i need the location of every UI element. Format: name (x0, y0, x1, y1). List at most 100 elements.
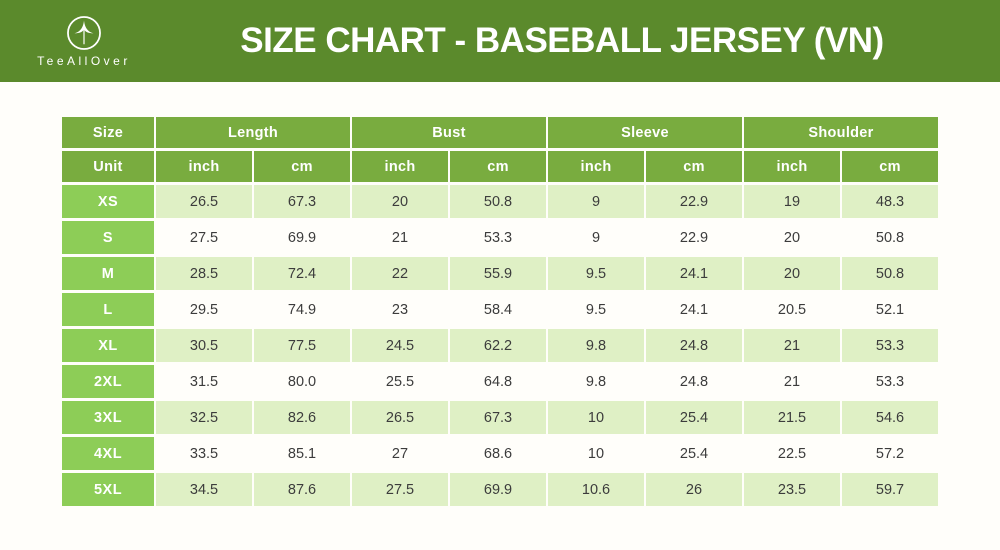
data-cell: 10.6 (548, 473, 644, 506)
data-cell: 50.8 (842, 257, 938, 290)
data-cell: 23.5 (744, 473, 840, 506)
data-cell: 25.5 (352, 365, 448, 398)
unit-cell: cm (450, 151, 546, 182)
data-cell: 34.5 (156, 473, 252, 506)
data-cell: 80.0 (254, 365, 350, 398)
unit-cell: inch (156, 151, 252, 182)
data-cell: 10 (548, 401, 644, 434)
data-cell: 53.3 (842, 329, 938, 362)
data-cell: 32.5 (156, 401, 252, 434)
size-row-2xl: 2XL 31.5 80.0 25.5 64.8 9.8 24.8 21 53.3 (62, 365, 938, 398)
data-cell: 68.6 (450, 437, 546, 470)
size-cell: XL (62, 329, 154, 362)
data-cell: 57.2 (842, 437, 938, 470)
data-cell: 20 (352, 185, 448, 218)
data-cell: 31.5 (156, 365, 252, 398)
data-cell: 9.8 (548, 329, 644, 362)
data-cell: 25.4 (646, 437, 742, 470)
size-row-xl: XL 30.5 77.5 24.5 62.2 9.8 24.8 21 53.3 (62, 329, 938, 362)
data-cell: 20 (744, 221, 840, 254)
data-cell: 62.2 (450, 329, 546, 362)
data-cell: 9 (548, 185, 644, 218)
data-cell: 23 (352, 293, 448, 326)
data-cell: 53.3 (842, 365, 938, 398)
data-cell: 26.5 (156, 185, 252, 218)
size-row-m: M 28.5 72.4 22 55.9 9.5 24.1 20 50.8 (62, 257, 938, 290)
data-cell: 22.9 (646, 185, 742, 218)
data-cell: 25.4 (646, 401, 742, 434)
data-cell: 54.6 (842, 401, 938, 434)
size-cell: S (62, 221, 154, 254)
data-cell: 72.4 (254, 257, 350, 290)
data-cell: 69.9 (254, 221, 350, 254)
size-cell: 2XL (62, 365, 154, 398)
data-cell: 33.5 (156, 437, 252, 470)
brand-logo: TeeAllOver (34, 14, 134, 68)
data-cell: 20.5 (744, 293, 840, 326)
data-cell: 28.5 (156, 257, 252, 290)
data-cell: 77.5 (254, 329, 350, 362)
group-header-row: Size Length Bust Sleeve Shoulder (62, 117, 938, 148)
data-cell: 21 (744, 365, 840, 398)
data-cell: 22.5 (744, 437, 840, 470)
data-cell: 21 (352, 221, 448, 254)
data-cell: 9.5 (548, 293, 644, 326)
data-cell: 26 (646, 473, 742, 506)
page-title: SIZE CHART - BASEBALL JERSEY (VN) (240, 21, 884, 60)
data-cell: 19 (744, 185, 840, 218)
data-cell: 24.5 (352, 329, 448, 362)
data-cell: 55.9 (450, 257, 546, 290)
group-header-bust: Bust (352, 117, 546, 148)
size-cell: 5XL (62, 473, 154, 506)
size-row-3xl: 3XL 32.5 82.6 26.5 67.3 10 25.4 21.5 54.6 (62, 401, 938, 434)
data-cell: 24.8 (646, 365, 742, 398)
unit-cell: inch (352, 151, 448, 182)
data-cell: 85.1 (254, 437, 350, 470)
unit-cell: cm (254, 151, 350, 182)
size-row-l: L 29.5 74.9 23 58.4 9.5 24.1 20.5 52.1 (62, 293, 938, 326)
data-cell: 9.5 (548, 257, 644, 290)
group-header-size: Size (62, 117, 154, 148)
data-cell: 67.3 (254, 185, 350, 218)
unit-cell: inch (548, 151, 644, 182)
data-cell: 21.5 (744, 401, 840, 434)
size-row-xs: XS 26.5 67.3 20 50.8 9 22.9 19 48.3 (62, 185, 938, 218)
data-cell: 50.8 (842, 221, 938, 254)
data-cell: 24.1 (646, 257, 742, 290)
data-cell: 29.5 (156, 293, 252, 326)
unit-label-cell: Unit (62, 151, 154, 182)
unit-cell: inch (744, 151, 840, 182)
size-row-4xl: 4XL 33.5 85.1 27 68.6 10 25.4 22.5 57.2 (62, 437, 938, 470)
data-cell: 48.3 (842, 185, 938, 218)
size-cell: XS (62, 185, 154, 218)
brand-logo-icon (67, 16, 101, 50)
data-cell: 53.3 (450, 221, 546, 254)
data-cell: 9 (548, 221, 644, 254)
data-cell: 10 (548, 437, 644, 470)
size-row-5xl: 5XL 34.5 87.6 27.5 69.9 10.6 26 23.5 59.7 (62, 473, 938, 506)
data-cell: 20 (744, 257, 840, 290)
size-chart: Size Length Bust Sleeve Shoulder Unit inch cm i… (60, 114, 940, 509)
data-cell: 27 (352, 437, 448, 470)
data-cell: 30.5 (156, 329, 252, 362)
data-cell: 82.6 (254, 401, 350, 434)
size-cell: M (62, 257, 154, 290)
data-cell: 67.3 (450, 401, 546, 434)
data-cell: 24.1 (646, 293, 742, 326)
data-cell: 22 (352, 257, 448, 290)
group-header-shoulder: Shoulder (744, 117, 938, 148)
brand-name: TeeAllOver (37, 54, 131, 68)
size-chart-body: XS 26.5 67.3 20 50.8 9 22.9 19 48.3 S 27.5 69.9 21 53… (62, 185, 938, 506)
size-cell: L (62, 293, 154, 326)
data-cell: 52.1 (842, 293, 938, 326)
data-cell: 74.9 (254, 293, 350, 326)
data-cell: 27.5 (352, 473, 448, 506)
unit-header-row: Unit inch cm inch cm inch cm inch cm (62, 151, 938, 182)
data-cell: 50.8 (450, 185, 546, 218)
data-cell: 24.8 (646, 329, 742, 362)
data-cell: 59.7 (842, 473, 938, 506)
size-chart-table: Size Length Bust Sleeve Shoulder Unit inch cm i… (60, 114, 940, 509)
data-cell: 69.9 (450, 473, 546, 506)
data-cell: 9.8 (548, 365, 644, 398)
data-cell: 27.5 (156, 221, 252, 254)
